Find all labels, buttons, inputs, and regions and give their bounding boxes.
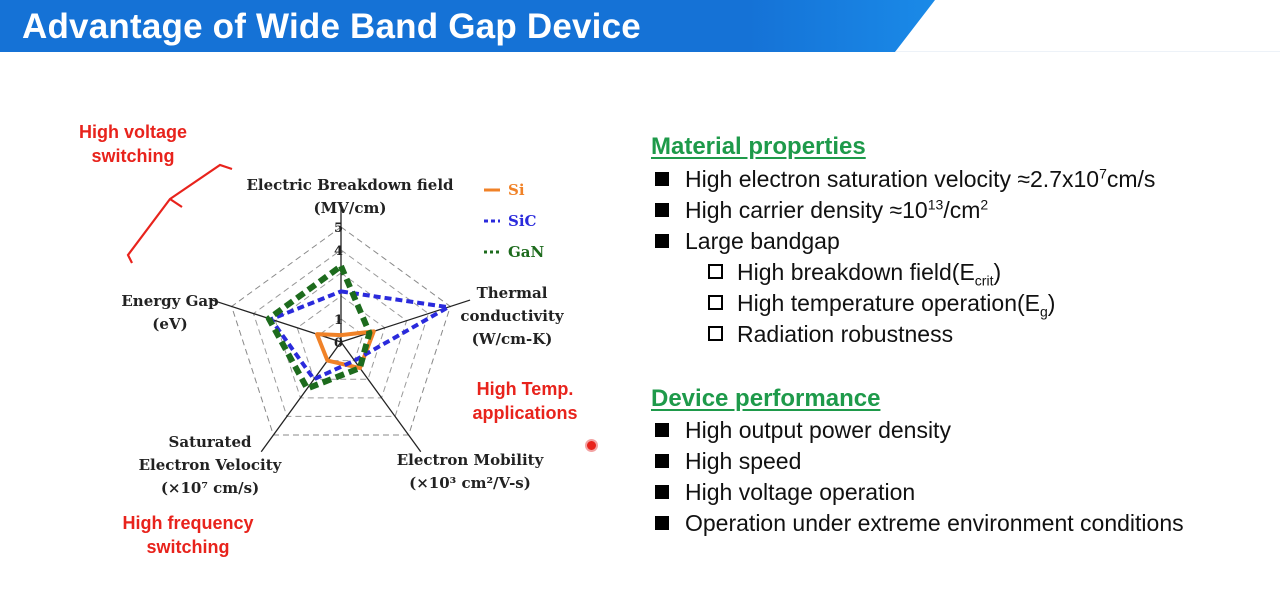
checkbox-bullet-icon <box>708 326 723 341</box>
material-item: Large bandgap <box>655 228 840 255</box>
bullet-icon <box>655 454 669 468</box>
tick-label: 5 <box>334 221 343 236</box>
radar-grid: 0 1 4 5 <box>211 206 471 453</box>
tick-label: 4 <box>334 244 343 259</box>
tick-label: 1 <box>334 313 343 328</box>
tick-label: 0 <box>334 336 343 351</box>
radar-legend: Si SiC GaN <box>484 181 545 261</box>
legend-label: SiC <box>508 212 537 230</box>
high-temp-line2: applications <box>472 403 578 423</box>
axis-label: (×10⁷ cm/s) <box>161 479 259 497</box>
axis-label: conductivity <box>460 307 565 325</box>
bullet-icon <box>655 423 669 437</box>
material-subitem: High temperature operation(Eg) <box>708 290 1055 320</box>
device-item: High speed <box>655 448 801 475</box>
axis-line <box>340 341 422 453</box>
bullet-icon <box>655 485 669 499</box>
axis-label: Thermal <box>477 284 548 302</box>
high-voltage-line2: switching <box>91 146 175 166</box>
high-frequency-line1: High frequency <box>122 513 254 533</box>
device-item: High voltage operation <box>655 479 915 506</box>
series-sic <box>269 289 451 382</box>
grid-ring <box>231 226 451 436</box>
device-item: High output power density <box>655 417 951 444</box>
axis-label: Electron Velocity <box>139 456 283 474</box>
axis-label: (MV/cm) <box>314 199 387 217</box>
axis-label: Electric Breakdown field <box>246 176 454 194</box>
axis-label: (W/cm-K) <box>472 330 553 348</box>
material-subitem: High breakdown field(Ecrit) <box>708 259 1001 289</box>
slide-title: Advantage of Wide Band Gap Device <box>22 7 641 46</box>
checkbox-bullet-icon <box>708 264 723 279</box>
radar-chart: 0 1 4 5 Electric Breakdown field (MV/cm) Ther… <box>121 176 565 497</box>
grid-ring <box>274 272 408 399</box>
pointer-dot <box>585 439 598 452</box>
device-heading: Device performance <box>651 385 881 412</box>
bullet-icon <box>655 234 669 248</box>
high-frequency-line2: switching <box>146 537 230 557</box>
device-item: Operation under extreme environment cond… <box>655 510 1184 537</box>
title-bar: Advantage of Wide Band Gap Device <box>0 0 1280 52</box>
high-voltage-label: High voltage switching <box>63 120 203 168</box>
material-item: High electron saturation velocity ≈2.7x1… <box>655 165 1155 193</box>
high-temp-label: High Temp. applications <box>455 377 595 425</box>
axis-label: Electron Mobility <box>397 451 545 469</box>
radar-labels: Electric Breakdown field (MV/cm) Thermal co… <box>121 176 565 497</box>
material-subitem: Radiation robustness <box>708 321 953 348</box>
legend-label: GaN <box>508 243 545 261</box>
bullet-icon <box>655 516 669 530</box>
radar-series <box>265 263 451 392</box>
high-voltage-line1: High voltage <box>78 122 187 142</box>
axis-line <box>340 299 471 343</box>
title-bar-background <box>0 0 1280 52</box>
series-gan <box>265 263 373 392</box>
axis-label: (eV) <box>152 315 187 333</box>
bullet-icon <box>655 202 669 217</box>
grid-ring <box>252 249 430 417</box>
axis-label: Saturated <box>169 433 252 451</box>
material-heading: Material properties <box>651 133 866 160</box>
bullet-icon <box>655 171 669 186</box>
grid-ring <box>296 295 386 380</box>
axis-line <box>260 341 342 453</box>
legend-label: Si <box>508 181 525 199</box>
material-item: High carrier density ≈1013/cm2 <box>655 196 988 224</box>
high-temp-line1: High Temp. <box>476 379 574 399</box>
checkbox-bullet-icon <box>708 295 723 310</box>
bracket-annotation <box>126 163 233 264</box>
high-frequency-label: High frequency switching <box>103 511 273 559</box>
axis-label: (×10³ cm²/V-s) <box>409 474 531 492</box>
axis-label: Energy Gap <box>121 292 218 310</box>
